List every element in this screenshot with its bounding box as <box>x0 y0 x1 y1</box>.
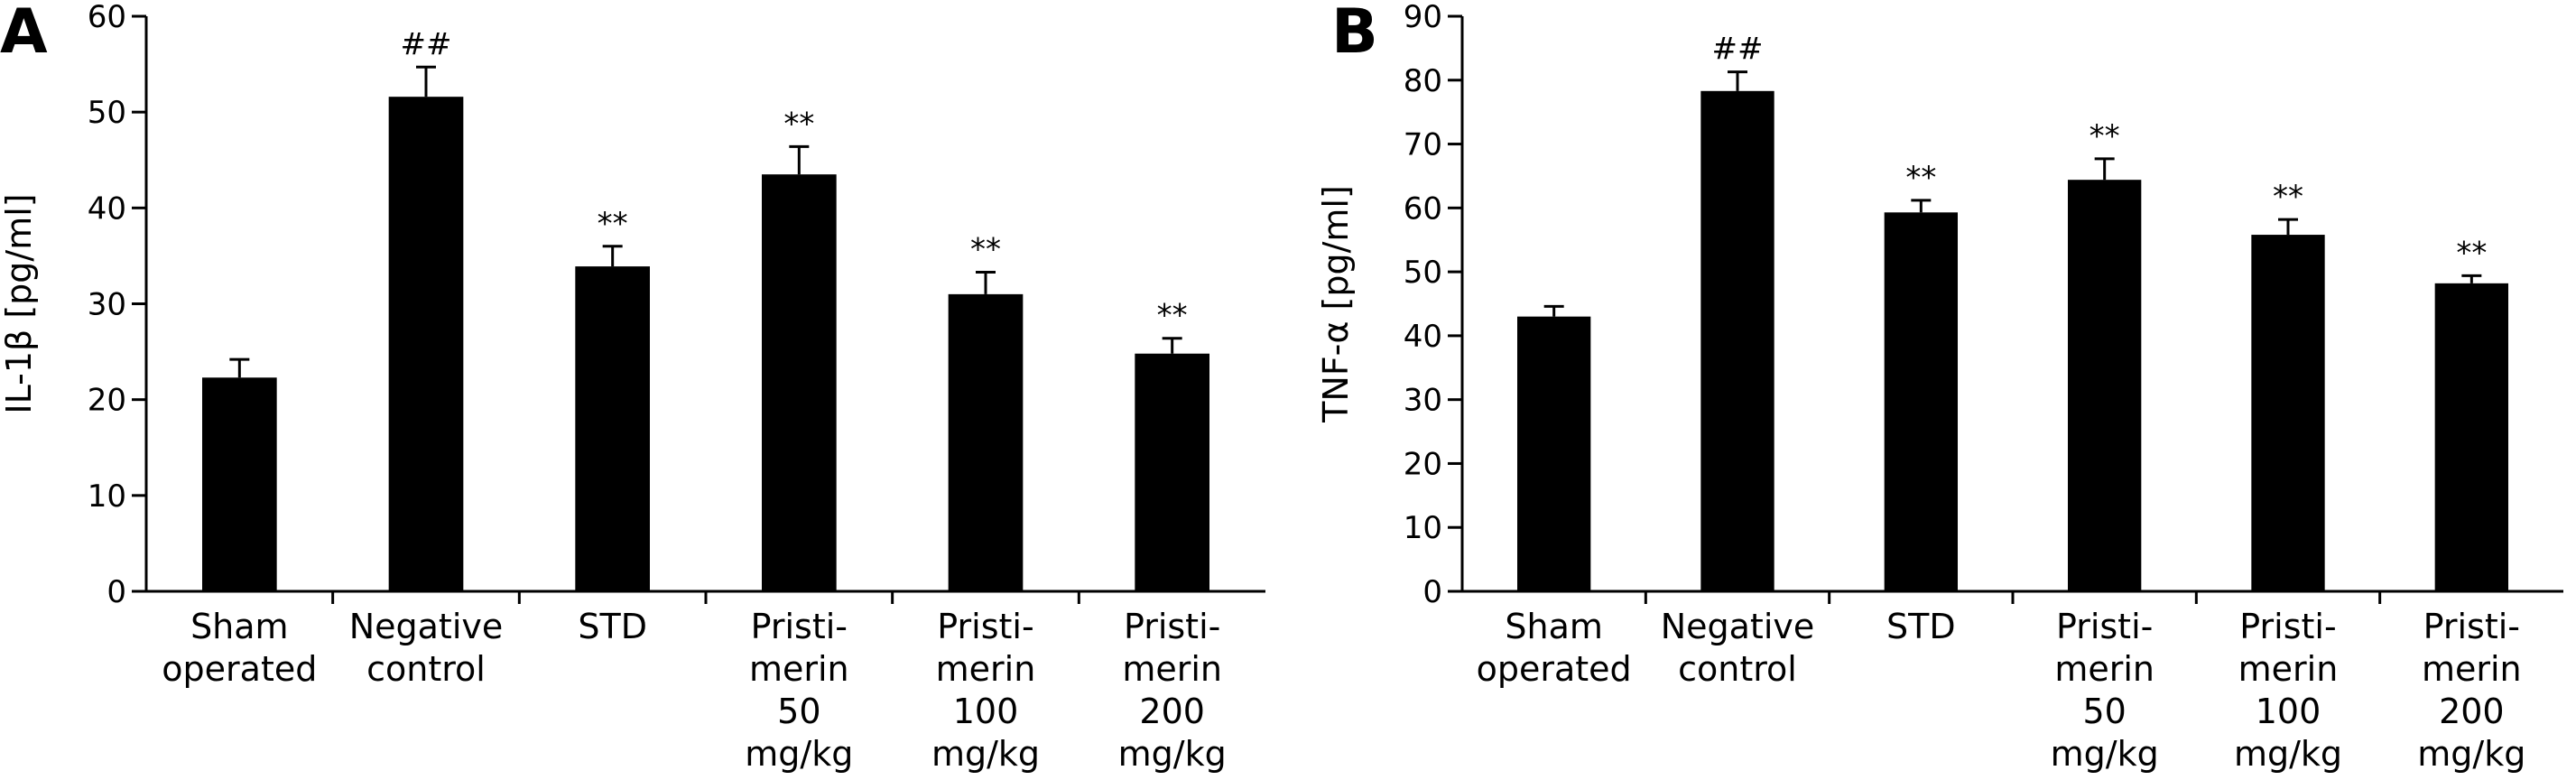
category-label: mg/kg <box>931 734 1040 774</box>
category-label: control <box>1678 649 1797 689</box>
significance-marker: ## <box>1712 32 1764 68</box>
y-tick-label: 10 <box>1404 510 1442 546</box>
y-tick-label: 0 <box>1422 574 1442 610</box>
bar <box>2434 283 2508 591</box>
significance-marker: ** <box>970 231 1001 267</box>
bar <box>1517 316 1591 591</box>
y-tick-label: 20 <box>88 383 126 419</box>
significance-marker: ** <box>1157 298 1188 334</box>
significance-marker: ## <box>401 26 452 62</box>
y-tick-label: 40 <box>1404 319 1442 355</box>
category-label: mg/kg <box>2051 734 2159 774</box>
bar <box>2251 235 2325 591</box>
category-label: STD <box>578 607 647 646</box>
bar <box>2068 180 2142 592</box>
y-tick-label: 80 <box>1404 63 1442 99</box>
bar <box>575 266 650 591</box>
category-label: merin <box>749 649 849 689</box>
category-label: mg/kg <box>745 734 853 774</box>
y-tick-label: 70 <box>1404 127 1442 163</box>
category-label: Pristi- <box>2423 607 2520 646</box>
category-label: 100 <box>2256 692 2321 731</box>
bar <box>1884 212 1958 591</box>
bar <box>1700 90 1774 591</box>
bar <box>202 377 277 591</box>
category-label: merin <box>1122 649 1222 689</box>
category-label: merin <box>2238 649 2339 689</box>
y-tick-label: 40 <box>88 190 126 227</box>
y-tick-label: 30 <box>1404 383 1442 419</box>
panel-letter: B <box>1331 0 1378 68</box>
y-tick-label: 20 <box>1404 446 1442 482</box>
significance-marker: ** <box>783 106 814 142</box>
panel-letter: A <box>0 0 48 68</box>
category-label: Negative <box>1661 607 1815 646</box>
significance-marker: ** <box>1905 160 1936 196</box>
category-label: Sham <box>190 607 289 646</box>
category-label: merin <box>936 649 1036 689</box>
significance-marker: ** <box>2090 118 2120 154</box>
category-label: STD <box>1886 607 1956 646</box>
y-tick-label: 90 <box>1404 0 1442 35</box>
category-label: merin <box>2422 649 2522 689</box>
bar <box>1135 353 1209 591</box>
y-tick-label: 60 <box>1404 190 1442 227</box>
category-label: mg/kg <box>1118 734 1227 774</box>
y-tick-label: 30 <box>88 287 126 323</box>
panel-b: B TNF-α [pg/ml] 0 10 20 30 40 50 60 70 80 90 Shamope… <box>1316 0 2563 774</box>
category-label: merin <box>2054 649 2154 689</box>
category-label: mg/kg <box>2234 734 2342 774</box>
category-label: Pristi- <box>2239 607 2336 646</box>
category-label: mg/kg <box>2417 734 2525 774</box>
bar <box>388 97 464 592</box>
category-label: 50 <box>777 692 820 731</box>
category-label: Sham <box>1505 607 1603 646</box>
category-label: 200 <box>2439 692 2505 731</box>
y-tick-label: 50 <box>88 95 126 131</box>
bar <box>762 174 837 592</box>
category-label: 100 <box>953 692 1019 731</box>
category-label: Pristi- <box>2056 607 2153 646</box>
significance-marker: ** <box>2456 235 2487 271</box>
y-tick-label: 60 <box>88 0 126 35</box>
category-label: 200 <box>1139 692 1205 731</box>
bar <box>948 293 1024 591</box>
y-axis-label: TNF-α [pg/ml] <box>1316 185 1356 423</box>
category-label: operated <box>1477 649 1632 689</box>
category-label: Pristi- <box>937 607 1033 646</box>
y-tick-label: 10 <box>88 478 126 515</box>
category-label: Pristi- <box>751 607 848 646</box>
category-label: Pristi- <box>1124 607 1220 646</box>
category-label: Negative <box>349 607 504 646</box>
y-tick-label: 50 <box>1404 255 1442 291</box>
category-label: control <box>366 649 486 689</box>
significance-marker: ** <box>598 206 628 242</box>
y-tick-label: 0 <box>107 574 126 610</box>
y-axis-label: IL-1β [pg/ml] <box>0 193 39 413</box>
category-label: 50 <box>2082 692 2126 731</box>
significance-marker: ** <box>2273 179 2303 215</box>
category-label: operated <box>162 649 317 689</box>
